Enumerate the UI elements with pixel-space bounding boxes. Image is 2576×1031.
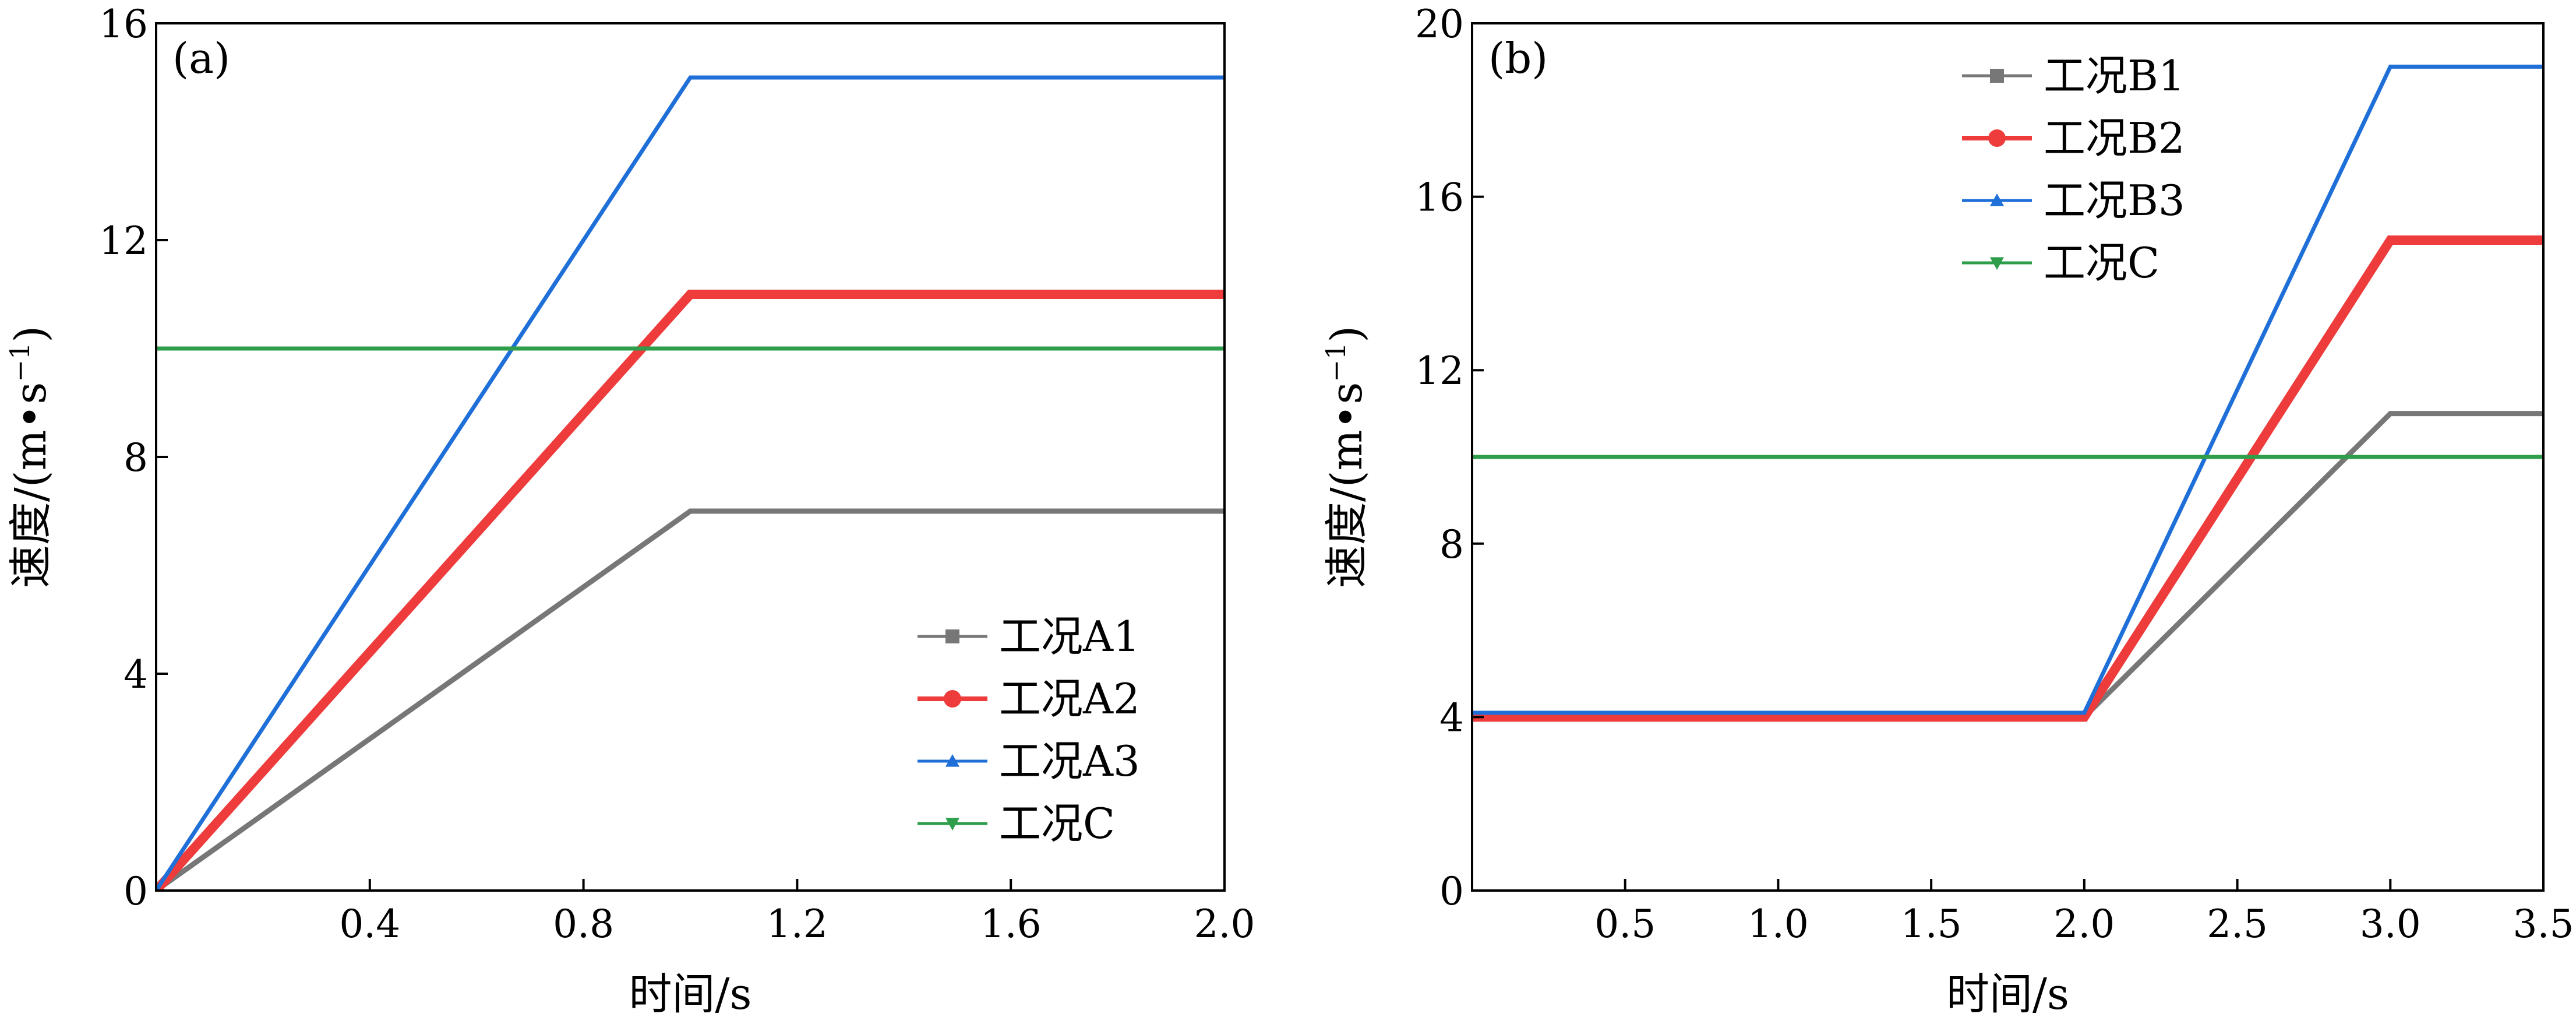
x-axis-label-b: 时间/s (1946, 969, 2069, 1019)
legend-marker-b-4 (1990, 257, 2004, 270)
y-tick-label-b-3: 8 (1439, 522, 1464, 567)
panel-label-b: (b) (1488, 34, 1548, 83)
legend-marker-a-3 (945, 754, 959, 767)
plot-frame-b (1471, 22, 2545, 892)
x-tick-label-b-3: 1.5 (1901, 902, 1962, 946)
y-tick-label-b-2: 4 (1439, 695, 1464, 740)
x-tick-label-b-5: 2.5 (2207, 902, 2268, 946)
legend-marker-a-4 (945, 818, 959, 831)
y-tick-label-a-1: 0 (123, 869, 148, 914)
legend-label-a-1: 工况A1 (999, 612, 1140, 661)
chart-panel-a: 0.4 0.8 1.2 1.6 2.0 0 4 8 12 16 (a) 时间/s 速度/(m•s−1) 工… (4, 2, 1255, 1019)
plot-area-a (156, 75, 1225, 891)
series-line-b-2 (1472, 235, 2543, 722)
x-tick-label-a-3: 1.2 (767, 902, 828, 946)
x-tick-label-a-2: 0.8 (553, 902, 614, 946)
legend-label-b-2: 工况B2 (2044, 114, 2185, 163)
y-tick-label-b-4: 12 (1415, 349, 1464, 393)
legend-marker-b-3 (1990, 193, 2004, 206)
y-tick-label-b-5: 16 (1415, 175, 1464, 220)
x-tick-label-a-5: 2.0 (1194, 902, 1255, 946)
series-line-b-1 (1472, 411, 2543, 720)
legend-a: 工况A1 工况A2 工况A3 工况C (918, 612, 1140, 848)
legend-marker-a-1 (945, 629, 959, 643)
x-axis-label-a: 时间/s (629, 969, 752, 1019)
series-line-a-3 (156, 75, 1225, 891)
legend-marker-a-2 (944, 690, 961, 708)
series-line-a-2 (156, 290, 1225, 891)
series-line-a-1 (156, 508, 1225, 891)
legend-marker-b-2 (1988, 129, 2006, 147)
x-tick-label-b-4: 2.0 (2053, 902, 2115, 946)
x-tick-label-a-1: 0.4 (339, 902, 400, 946)
legend-label-a-2: 工况A2 (999, 674, 1140, 723)
legend-label-a-4: 工况C (999, 799, 1115, 848)
x-tick-label-b-7: 3.5 (2513, 902, 2574, 946)
x-tick-label-b-2: 1.0 (1748, 902, 1809, 946)
panel-label-a: (a) (172, 34, 230, 83)
y-axis-label-b: 速度/(m•s−1) (1320, 326, 1372, 588)
y-tick-label-b-6: 20 (1415, 2, 1464, 47)
plot-area-b (1472, 64, 2543, 722)
x-tick-label-a-4: 1.6 (980, 902, 1042, 946)
x-tick-label-b-1: 0.5 (1594, 902, 1656, 946)
y-tick-label-a-3: 8 (123, 435, 148, 480)
y-tick-label-a-5: 16 (99, 2, 148, 47)
legend-marker-b-1 (1990, 69, 2004, 83)
y-tick-label-a-4: 12 (99, 219, 148, 263)
y-tick-label-a-2: 4 (123, 652, 148, 697)
chart-panel-b: 0.5 1.0 1.5 2.0 2.5 3.0 3.5 0 4 8 12 16 20 (b) 时间/s 速度/… (1320, 2, 2574, 1019)
legend-label-b-4: 工况C (2044, 238, 2159, 287)
x-tick-label-b-6: 3.0 (2360, 902, 2421, 946)
y-axis-label-a: 速度/(m•s−1) (4, 326, 56, 588)
series-line-b-3 (1472, 64, 2543, 715)
y-tick-label-b-1: 0 (1439, 869, 1464, 914)
legend-b: 工况B1 工况B2 工况B3 工况C (1962, 51, 2185, 287)
legend-label-a-3: 工况A3 (999, 737, 1140, 786)
legend-label-b-3: 工况B3 (2044, 176, 2185, 225)
legend-label-b-1: 工况B1 (2044, 51, 2185, 100)
